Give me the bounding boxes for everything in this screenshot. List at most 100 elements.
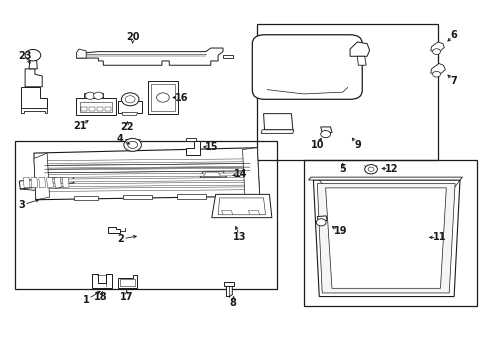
Polygon shape (431, 63, 445, 73)
Polygon shape (25, 69, 42, 87)
Circle shape (85, 92, 95, 99)
Text: 4: 4 (117, 134, 124, 144)
Polygon shape (261, 130, 294, 134)
Polygon shape (31, 177, 38, 188)
Polygon shape (47, 177, 53, 188)
Polygon shape (108, 226, 121, 233)
Circle shape (124, 138, 142, 151)
Polygon shape (74, 196, 98, 200)
Text: 10: 10 (311, 140, 324, 150)
Polygon shape (186, 138, 196, 141)
Polygon shape (84, 93, 103, 98)
Circle shape (433, 71, 441, 77)
Bar (89, 107, 95, 111)
Bar (304, 160, 477, 306)
Bar (80, 102, 112, 112)
Polygon shape (38, 187, 254, 192)
Polygon shape (76, 49, 86, 58)
Polygon shape (248, 211, 260, 215)
Polygon shape (212, 194, 272, 218)
Circle shape (94, 92, 103, 99)
Text: 5: 5 (340, 164, 346, 174)
Text: 22: 22 (120, 122, 133, 132)
Polygon shape (29, 58, 37, 69)
Polygon shape (38, 177, 254, 182)
Text: 11: 11 (433, 232, 446, 242)
Text: 3: 3 (18, 200, 25, 210)
Bar (148, 81, 177, 114)
Polygon shape (218, 198, 266, 215)
Text: 8: 8 (229, 298, 236, 308)
Text: 23: 23 (19, 51, 32, 61)
Polygon shape (326, 188, 446, 288)
Polygon shape (200, 171, 226, 177)
Polygon shape (226, 283, 232, 297)
Circle shape (157, 93, 169, 102)
Polygon shape (23, 177, 30, 188)
Polygon shape (318, 184, 455, 293)
Circle shape (317, 219, 326, 226)
Polygon shape (38, 173, 254, 177)
Circle shape (365, 165, 377, 174)
Text: 19: 19 (334, 226, 347, 236)
Polygon shape (38, 163, 254, 168)
Polygon shape (38, 168, 254, 173)
Bar (151, 84, 174, 111)
Polygon shape (122, 113, 138, 116)
Polygon shape (243, 148, 260, 198)
Polygon shape (176, 194, 206, 199)
Circle shape (433, 49, 441, 54)
Text: 17: 17 (120, 292, 133, 302)
Text: 15: 15 (205, 142, 219, 152)
Text: 2: 2 (117, 234, 124, 244)
Polygon shape (38, 182, 254, 187)
Text: 7: 7 (451, 76, 458, 86)
Text: 21: 21 (74, 121, 87, 131)
Text: 18: 18 (94, 292, 108, 302)
Polygon shape (223, 55, 233, 58)
Polygon shape (76, 48, 223, 65)
Polygon shape (264, 114, 293, 130)
Polygon shape (38, 159, 254, 163)
Polygon shape (186, 140, 200, 155)
Text: 9: 9 (354, 140, 361, 150)
Polygon shape (350, 42, 369, 56)
Polygon shape (34, 148, 260, 200)
FancyBboxPatch shape (252, 35, 362, 99)
Polygon shape (123, 195, 152, 199)
Circle shape (321, 131, 331, 138)
Text: 1: 1 (83, 295, 90, 305)
Polygon shape (224, 282, 234, 286)
Polygon shape (19, 176, 74, 189)
Bar (105, 107, 111, 111)
Polygon shape (34, 153, 49, 200)
Polygon shape (118, 275, 137, 288)
Polygon shape (318, 216, 327, 221)
Bar (15, 140, 277, 289)
Polygon shape (118, 101, 143, 113)
Text: 6: 6 (451, 30, 458, 40)
Polygon shape (76, 98, 116, 116)
Polygon shape (21, 108, 47, 113)
Polygon shape (92, 274, 112, 288)
Text: 13: 13 (233, 232, 247, 242)
Polygon shape (309, 177, 463, 180)
Polygon shape (221, 211, 233, 215)
Polygon shape (357, 56, 366, 65)
Bar (120, 279, 135, 286)
Text: 14: 14 (234, 168, 248, 179)
Polygon shape (62, 177, 69, 188)
Circle shape (25, 49, 41, 61)
Polygon shape (21, 87, 47, 108)
Text: 12: 12 (385, 163, 398, 174)
Circle shape (368, 167, 374, 171)
Polygon shape (54, 177, 61, 188)
Polygon shape (314, 180, 460, 297)
Polygon shape (39, 177, 46, 188)
Circle shape (125, 96, 135, 103)
Bar (81, 107, 87, 111)
Circle shape (122, 93, 139, 106)
Circle shape (128, 141, 138, 148)
Text: 16: 16 (175, 93, 188, 103)
Bar (257, 24, 438, 160)
